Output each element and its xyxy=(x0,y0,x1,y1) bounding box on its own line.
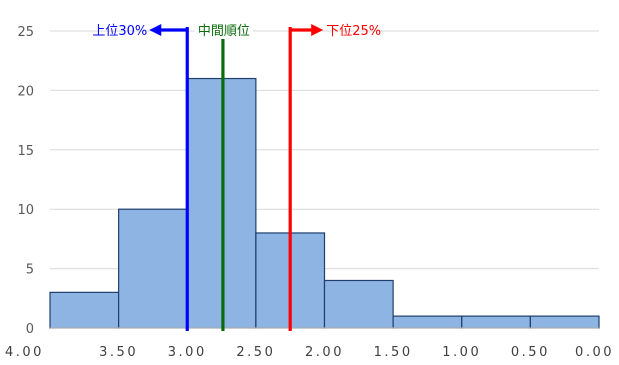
x-axis-ticks: 4.00 3.50 3.00 2.50 2.00 1.50 1.00 0.50 0.00 xyxy=(5,345,614,360)
x-tick-label: 1.50 xyxy=(374,345,413,360)
histogram-bar xyxy=(49,291,120,329)
y-tick-label: 15 xyxy=(17,144,34,159)
y-axis-ticks: 0 5 10 15 20 25 xyxy=(17,25,34,337)
reference-label: 上位30% xyxy=(92,24,147,39)
y-tick-label: 0 xyxy=(26,322,34,337)
histogram-bar xyxy=(461,315,531,329)
reference-label: 下位25% xyxy=(326,24,381,39)
reference-arrow-head xyxy=(311,24,324,36)
reference-lines: 上位30% 中間順位 下位25% xyxy=(92,21,381,331)
histogram-bar xyxy=(323,279,394,329)
reference-label: 中間順位 xyxy=(198,24,250,39)
x-tick-label: 0.50 xyxy=(511,345,550,360)
x-tick-label: 4.00 xyxy=(5,345,44,360)
histogram-bar xyxy=(118,208,188,329)
x-tick-label: 3.50 xyxy=(99,345,138,360)
y-tick-label: 5 xyxy=(26,263,34,278)
x-tick-label: 2.00 xyxy=(305,345,344,360)
x-tick-label: 0.00 xyxy=(575,345,614,360)
x-tick-label: 3.00 xyxy=(168,345,207,360)
histogram-bar xyxy=(529,315,600,329)
reference-label-background xyxy=(194,21,253,39)
x-tick-label: 1.00 xyxy=(442,345,481,360)
x-tick-label: 2.50 xyxy=(236,345,275,360)
cropped-title-band xyxy=(0,0,619,7)
y-tick-label: 20 xyxy=(17,84,34,99)
y-tick-label: 10 xyxy=(17,203,34,218)
reference-arrow-head xyxy=(149,24,162,36)
y-tick-label: 25 xyxy=(17,25,34,40)
histogram-bar xyxy=(392,315,463,329)
